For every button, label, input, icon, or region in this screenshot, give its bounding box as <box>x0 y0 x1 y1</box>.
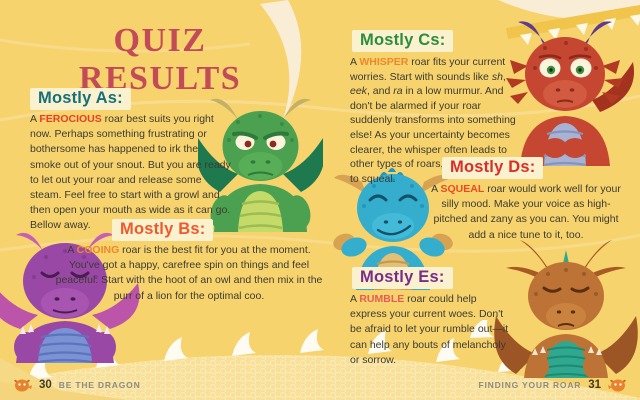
section-heading-mostly-as: Mostly As: <box>30 88 131 110</box>
page-title: QUIZ RESULTS <box>78 22 242 97</box>
bunting-banner <box>498 0 640 45</box>
peaceful-purple-dragon-illustration <box>0 232 140 363</box>
section-heading-mostly-bs: Mostly Bs: <box>112 219 214 241</box>
section-body-mostly-as: A FEROCIOUS roar best suits you right no… <box>30 113 231 232</box>
cream-swoosh-decoration <box>260 0 302 128</box>
silly-blue-dragon-illustration <box>333 168 453 290</box>
bottom-scales-arc-decoration <box>0 320 640 400</box>
section-body-mostly-cs: A WHISPER roar fits your current worries… <box>350 56 516 185</box>
section-heading-mostly-cs: Mostly Cs: <box>352 30 454 52</box>
section-body-mostly-es: A RUMBLE roar could help express your cu… <box>350 293 509 366</box>
section-heading-mostly-ds: Mostly Ds: <box>442 157 544 179</box>
footer-right: FINDING YOUR ROAR 31 <box>478 377 626 392</box>
section-body-mostly-bs: A COOING roar is the best fit for you at… <box>55 244 323 302</box>
dragon-logo-icon <box>14 379 32 392</box>
section-heading-mostly-es: Mostly Es: <box>352 267 453 289</box>
section-body-mostly-ds: A SQUEAL roar would work well for your s… <box>431 183 621 241</box>
footer-chapter-title: FINDING YOUR ROAR <box>478 379 582 390</box>
dragon-logo-icon <box>608 379 626 392</box>
page-number-right: 31 <box>588 378 601 391</box>
angry-green-dragon-illustration <box>198 98 323 232</box>
worried-red-dragon-illustration <box>506 21 635 166</box>
footer-left: 30 BE THE DRAGON <box>14 377 141 392</box>
footer-book-title: BE THE DRAGON <box>58 379 141 390</box>
sad-orange-dragon-illustration <box>494 240 638 378</box>
page-number-left: 30 <box>39 378 52 391</box>
